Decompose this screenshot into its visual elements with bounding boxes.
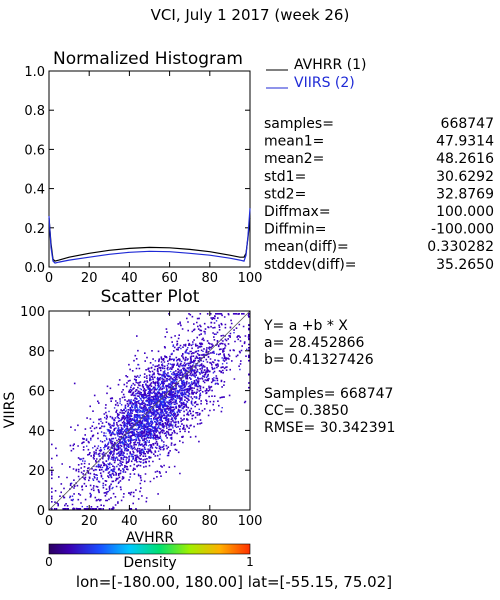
stat-value: 30.6292 bbox=[436, 169, 494, 185]
hist-ytick-label: 0.0 bbox=[24, 261, 45, 276]
fit-equation: Y= a +b * X a= 28.452866 b= 0.41327426 bbox=[263, 318, 374, 368]
scat-ytick-label: 0 bbox=[37, 504, 45, 519]
fit-line-1: Y= a +b * X bbox=[263, 318, 348, 334]
stat-label: stddev(diff)= bbox=[264, 257, 357, 273]
histogram-line-viirs bbox=[48, 208, 251, 264]
scat-ytick-label: 20 bbox=[28, 464, 45, 479]
one-to-one-line bbox=[48, 310, 251, 511]
hist-xtick-label: 0 bbox=[45, 271, 53, 286]
histogram-panel: Normalized Histogram 0 20 40 60 80 1000.00.20… bbox=[24, 49, 494, 286]
colorbar-gradient bbox=[48, 543, 251, 555]
stat-label: mean1= bbox=[264, 134, 324, 150]
histogram-stats: samples= 668747 mean1= 47.9314 mean2= 48.2616… bbox=[264, 116, 494, 273]
scatter-xlabel: AVHRR bbox=[126, 530, 175, 546]
stat-value: 668747 bbox=[441, 116, 494, 132]
scat-xtick-label: 40 bbox=[121, 514, 138, 529]
hist-xtick-label: 80 bbox=[202, 271, 219, 286]
scatter-point-cloud bbox=[51, 313, 250, 510]
density-colorbar: 0 Density 1 bbox=[45, 543, 254, 571]
histogram-frame bbox=[48, 70, 251, 268]
stat-label: mean(diff)= bbox=[264, 239, 349, 255]
stat-value: -100.000 bbox=[431, 222, 494, 238]
scatter-point-cloud-dense bbox=[69, 320, 248, 508]
scatter-ylabel: VIIRS bbox=[2, 392, 18, 429]
colorbar-max-label: 1 bbox=[246, 555, 254, 569]
legend-label-avhrr: AVHRR (1) bbox=[294, 57, 367, 73]
scat-xtick-label: 100 bbox=[238, 514, 263, 529]
footer-extent: lon=[-180.00, 180.00] lat=[-55.15, 75.02… bbox=[76, 573, 392, 591]
stat-label: std2= bbox=[264, 186, 306, 202]
scat-xtick-label: 80 bbox=[202, 514, 219, 529]
stat-value: 32.8769 bbox=[436, 186, 494, 202]
hist-ytick-label: 0.4 bbox=[24, 183, 45, 198]
scatter-points bbox=[51, 313, 250, 510]
scatter-panel: Scatter Plot 0 20 40 60 80 100 0 20 40 60 80 100 AV… bbox=[2, 287, 395, 546]
histogram-line-avhrr bbox=[48, 217, 251, 262]
metric-samples: Samples= 668747 bbox=[264, 386, 393, 402]
hist-ytick-label: 0.6 bbox=[24, 143, 45, 158]
scatter-ticks: 0 20 40 60 80 100 0 20 40 60 80 100 bbox=[20, 305, 262, 529]
scatter-title: Scatter Plot bbox=[101, 287, 200, 307]
fit-line-3: b= 0.41327426 bbox=[264, 352, 374, 368]
scat-xtick-label: 60 bbox=[161, 514, 178, 529]
histogram-ticks: 0 20 40 60 80 100 0.0 0.2 0.4 0.6 0.8 1.0 bbox=[24, 65, 262, 286]
colorbar-min-label: 0 bbox=[45, 555, 53, 569]
histogram-title: Normalized Histogram bbox=[53, 49, 243, 69]
stat-label: mean2= bbox=[264, 151, 324, 167]
fit-line-2: a= 28.452866 bbox=[264, 335, 365, 351]
hist-xtick-label: 100 bbox=[238, 271, 263, 286]
hist-ytick-label: 0.2 bbox=[24, 222, 45, 237]
histogram-legend: AVHRR (1) VIIRS (2) bbox=[266, 57, 367, 91]
hist-ytick-label: 1.0 bbox=[24, 65, 45, 80]
metric-rmse: RMSE= 30.342391 bbox=[264, 420, 395, 436]
stat-value: 0.330282 bbox=[427, 239, 494, 255]
scat-ytick-label: 80 bbox=[28, 345, 45, 360]
scat-ytick-label: 60 bbox=[28, 385, 45, 400]
scatter-metrics: Samples= 668747 CC= 0.3850 RMSE= 30.3423… bbox=[264, 386, 395, 436]
hist-ytick-label: 0.8 bbox=[24, 104, 45, 119]
stat-value: 100.000 bbox=[436, 204, 494, 220]
stat-label: Diffmin= bbox=[264, 222, 326, 238]
figure-title: VCI, July 1 2017 (week 26) bbox=[151, 6, 350, 24]
stat-value: 48.2616 bbox=[436, 151, 494, 167]
stat-value: 35.2650 bbox=[436, 257, 494, 273]
stat-label: Diffmax= bbox=[264, 204, 331, 220]
stat-value: 47.9314 bbox=[436, 134, 494, 150]
scat-ytick-label: 40 bbox=[28, 424, 45, 439]
scat-ytick-label: 100 bbox=[20, 305, 45, 320]
scat-xtick-label: 20 bbox=[81, 514, 98, 529]
hist-xtick-label: 60 bbox=[161, 271, 178, 286]
hist-xtick-label: 20 bbox=[81, 271, 98, 286]
scatter-frame bbox=[48, 310, 251, 511]
legend-label-viirs: VIIRS (2) bbox=[294, 75, 355, 91]
stat-label: std1= bbox=[264, 169, 306, 185]
scat-xtick-label: 0 bbox=[45, 514, 53, 529]
stat-label: samples= bbox=[264, 116, 334, 132]
hist-xtick-label: 40 bbox=[121, 271, 138, 286]
colorbar-title: Density bbox=[123, 555, 176, 571]
metric-cc: CC= 0.3850 bbox=[264, 403, 349, 419]
